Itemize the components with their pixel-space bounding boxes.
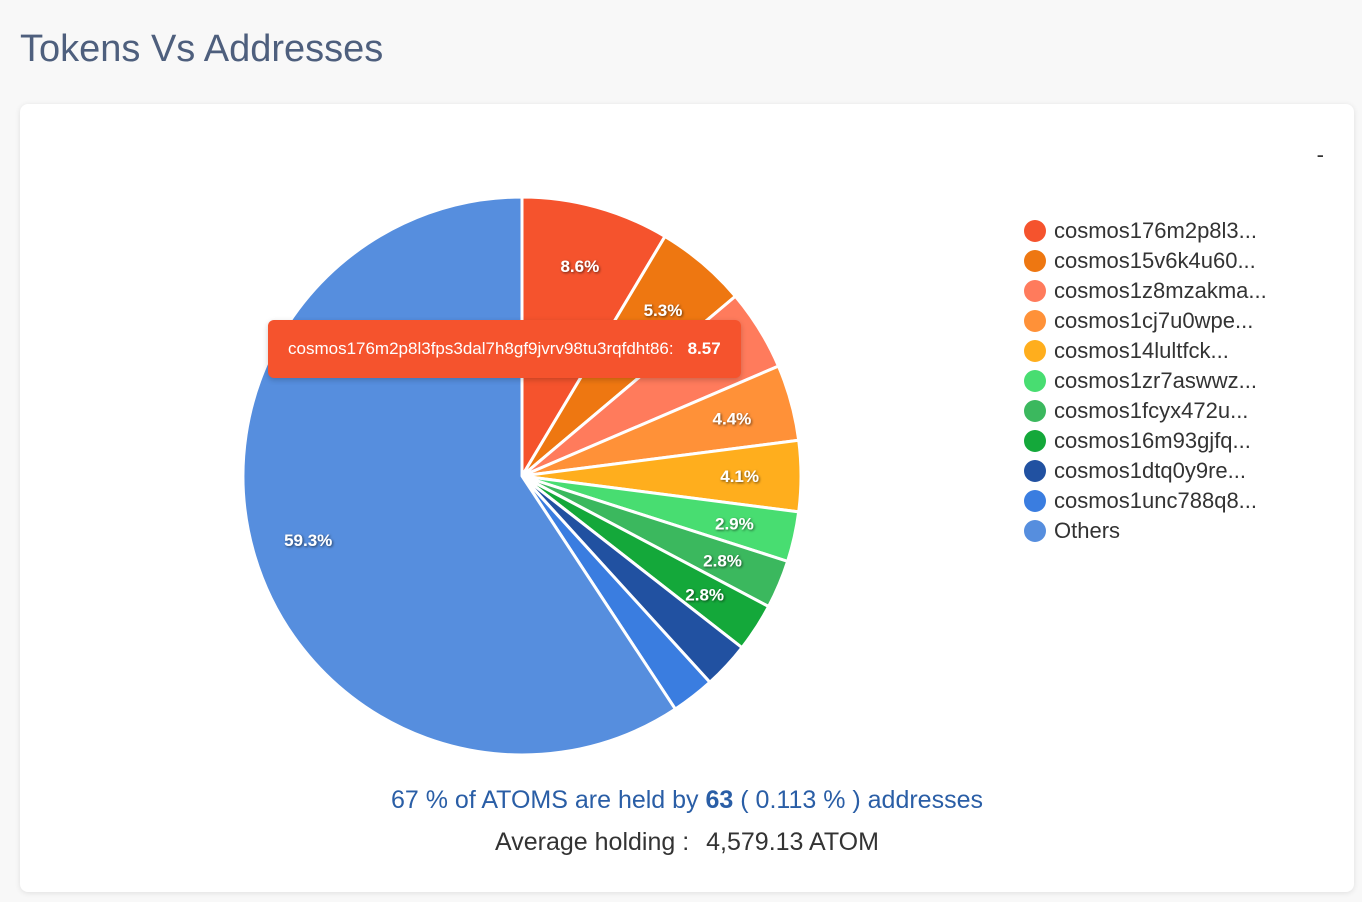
legend-swatch [1024, 490, 1046, 512]
summary-percent-text: 67 % of ATOMS are held by [390, 786, 699, 814]
legend-label: cosmos176m2p8l3... [1054, 218, 1257, 243]
chart-card: - 8.6% 5.3% 4.4% 4.1% 2.9% 2.8% 2.8% 59.3% cosm… [20, 104, 1354, 892]
legend-label: Others [1054, 518, 1121, 543]
legend-swatch [1024, 400, 1046, 422]
legend-label: cosmos1fcyx472u... [1054, 398, 1249, 423]
pie-slice-label-8: 2.8% [685, 585, 724, 604]
pie-slice-label-5: 4.1% [720, 467, 759, 486]
legend-item[interactable]: cosmos1unc788q8... [1024, 486, 1267, 516]
legend-item[interactable]: cosmos1fcyx472u... [1024, 396, 1267, 426]
legend-item[interactable]: cosmos1dtq0y9re... [1024, 456, 1267, 486]
pie-slice-label-6: 2.9% [715, 514, 754, 533]
legend-label: cosmos1dtq0y9re... [1054, 458, 1246, 483]
legend-item[interactable]: cosmos1z8mzakma... [1024, 276, 1267, 306]
legend-label: cosmos15v6k4u60... [1054, 248, 1256, 273]
legend-label: cosmos1unc788q8... [1054, 488, 1258, 513]
chart-menu-button[interactable]: - [1316, 142, 1324, 167]
chart-legend: cosmos176m2p8l3... cosmos15v6k4u60... cosm… [1024, 216, 1267, 546]
pie-chart: 8.6% 5.3% 4.4% 4.1% 2.9% 2.8% 2.8% 59.3% [241, 195, 803, 757]
summary-address-count: 63 [705, 786, 734, 814]
legend-swatch [1024, 460, 1046, 482]
legend-item[interactable]: cosmos16m93gjfq... [1024, 426, 1267, 456]
chart-tooltip: cosmos176m2p8l3fps3dal7h8gf9jvrv98tu3rqf… [268, 320, 741, 378]
pie-slice-label-11: 59.3% [284, 531, 332, 550]
legend-label: cosmos1zr7aswwz... [1054, 368, 1257, 393]
legend-label: cosmos1z8mzakma... [1054, 278, 1267, 303]
tooltip-value: 8.57 [687, 339, 721, 358]
pie-slice-label-2: 5.3% [644, 301, 683, 320]
pie-slice-label-4: 4.4% [713, 410, 752, 429]
average-holding-value: 4,579.13 ATOM [706, 828, 879, 856]
pie-slice-label-7: 2.8% [703, 552, 742, 571]
legend-item[interactable]: cosmos14lultfck... [1024, 336, 1267, 366]
summary-share-text: ( 0.113 % ) addresses [740, 786, 983, 814]
legend-label: cosmos16m93gjfq... [1054, 428, 1251, 453]
legend-label: cosmos14lultfck... [1054, 338, 1229, 363]
pie-slice-label-1: 8.6% [560, 257, 599, 276]
legend-swatch [1024, 430, 1046, 452]
legend-item[interactable]: cosmos15v6k4u60... [1024, 246, 1267, 276]
legend-label: cosmos1cj7u0wpe... [1054, 308, 1254, 333]
legend-item[interactable]: cosmos1zr7aswwz... [1024, 366, 1267, 396]
legend-swatch [1024, 280, 1046, 302]
average-holding: Average holding : 4,579.13 ATOM [20, 828, 1354, 857]
legend-swatch [1024, 250, 1046, 272]
legend-swatch [1024, 370, 1046, 392]
legend-item[interactable]: cosmos176m2p8l3... [1024, 216, 1267, 246]
legend-item[interactable]: Others [1024, 516, 1267, 546]
average-holding-label: Average holding : [495, 828, 690, 856]
holding-summary: 67 % of ATOMS are held by 63 ( 0.113 % )… [20, 786, 1354, 815]
page-title: Tokens Vs Addresses [20, 28, 384, 70]
legend-swatch [1024, 310, 1046, 332]
tooltip-label: cosmos176m2p8l3fps3dal7h8gf9jvrv98tu3rqf… [288, 339, 674, 358]
legend-swatch [1024, 520, 1046, 542]
legend-swatch [1024, 220, 1046, 242]
legend-item[interactable]: cosmos1cj7u0wpe... [1024, 306, 1267, 336]
legend-swatch [1024, 340, 1046, 362]
